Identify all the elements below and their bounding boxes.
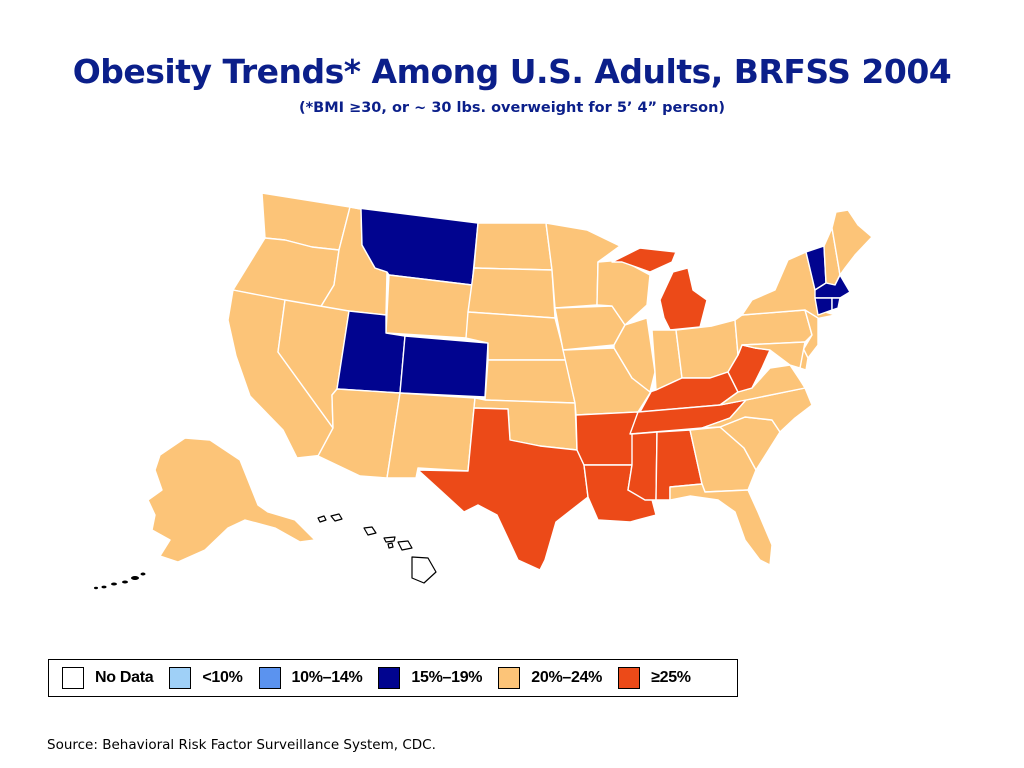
state-OH [675,319,739,379]
state-AR [575,411,639,466]
legend-item-no-data: No Data [62,667,154,689]
legend-label-20-24: 20%–24% [531,669,603,686]
state-FL [669,483,773,566]
state-NM [386,392,476,479]
state-NC [701,387,813,433]
legend-swatch-ge25 [618,667,641,689]
state-KS [484,359,576,404]
legend-item-20-24: 20%–24% [498,667,602,689]
legend-swatch-no-data [62,667,84,689]
state-WY [385,274,473,339]
state-IL [613,317,656,393]
legend-item-ge25: ≥25% [618,667,691,689]
legend-item-15-19: 15%–19% [378,667,483,689]
state-AK [147,437,316,563]
state-ND [473,222,553,271]
legend-swatch-20-24 [498,667,521,689]
state-HI [317,513,437,584]
legend-item-lt10: <10% [169,667,243,689]
state-MS [627,431,658,501]
state-RI [831,297,841,311]
state-SD [467,267,556,319]
legend-swatch-15-19 [378,667,401,689]
source-note: Source: Behavioral Risk Factor Surveilla… [47,737,436,753]
state-MD [741,341,806,369]
legend-label-lt10: <10% [202,669,243,686]
state-TX [417,407,589,571]
legend-label-ge25: ≥25% [651,669,691,686]
legend: No Data <10% 10%–14% 15%–19% 20%–24% ≥25… [48,659,738,697]
legend-item-10-14: 10%–14% [258,667,363,689]
legend-swatch-10-14 [258,667,281,689]
state-CO [399,335,489,398]
state-CT [814,297,833,316]
state-MI [611,247,708,331]
map-title: Obesity Trends* Among U.S. Adults, BRFSS… [72,52,952,91]
legend-swatch-lt10 [169,667,192,689]
aleutian-islands [94,572,146,590]
state-ME [831,209,873,276]
legend-label-no-data: No Data [95,669,154,686]
legend-label-10-14: 10%–14% [291,669,363,686]
legend-label-15-19: 15%–19% [411,669,483,686]
map-subtitle: (*BMI ≥30, or ~ 30 lbs. overweight for 5… [298,100,726,116]
